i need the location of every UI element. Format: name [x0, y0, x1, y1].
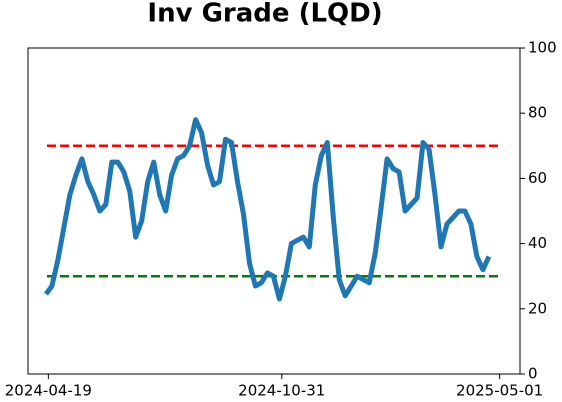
y-tick-label: 20 — [528, 299, 547, 317]
y-tick-label: 40 — [528, 234, 547, 252]
y-tick-label: 80 — [528, 104, 547, 122]
y-tick-label: 0 — [528, 365, 538, 383]
x-tick-label: 2025-05-01 — [456, 382, 543, 400]
y-tick-label: 100 — [528, 39, 557, 57]
x-tick-label: 2024-04-19 — [5, 382, 92, 400]
chart-title: Inv Grade (LQD) — [147, 0, 382, 29]
x-tick-label: 2024-10-31 — [238, 382, 325, 400]
y-tick-label: 60 — [528, 169, 547, 187]
plot-frame — [27, 47, 521, 375]
data-line — [43, 117, 492, 302]
